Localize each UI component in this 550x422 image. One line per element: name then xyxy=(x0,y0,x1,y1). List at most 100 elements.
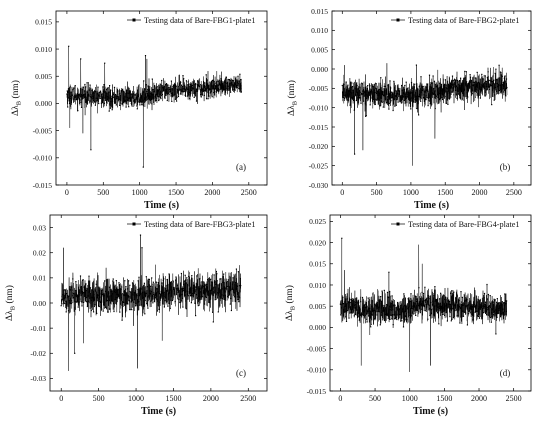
data-point xyxy=(68,102,71,105)
data-point xyxy=(118,284,120,286)
data-point xyxy=(123,100,125,102)
data-point xyxy=(400,312,402,314)
data-point xyxy=(107,311,109,313)
data-point xyxy=(461,85,463,87)
data-point xyxy=(189,85,191,87)
data-point xyxy=(430,314,432,316)
data-point xyxy=(462,82,464,84)
data-point xyxy=(174,300,176,303)
data-point xyxy=(123,294,125,296)
data-point xyxy=(376,99,378,101)
data-point xyxy=(65,300,67,302)
data-point xyxy=(350,92,353,94)
data-point xyxy=(485,301,487,303)
data-point xyxy=(493,298,495,300)
x-tick-label: 1500 xyxy=(437,188,453,197)
data-point xyxy=(418,96,420,98)
data-point xyxy=(157,89,159,91)
data-point xyxy=(493,79,495,81)
data-point xyxy=(237,271,239,273)
data-point xyxy=(380,303,382,305)
data-point xyxy=(494,94,496,96)
data-point xyxy=(478,81,480,84)
data-point xyxy=(61,299,63,301)
data-point xyxy=(376,302,379,304)
data-point xyxy=(238,300,240,303)
data-point xyxy=(115,93,117,96)
data-point xyxy=(225,85,227,87)
data-point xyxy=(156,292,158,294)
data-point xyxy=(349,91,351,93)
data-point xyxy=(173,288,175,290)
data-point xyxy=(205,296,207,298)
data-point xyxy=(473,85,475,87)
data-point xyxy=(173,293,175,295)
data-point xyxy=(370,326,372,328)
data-point xyxy=(422,305,424,307)
data-point xyxy=(462,304,464,306)
data-point xyxy=(452,294,454,296)
data-point xyxy=(419,95,421,98)
data-point xyxy=(392,98,395,100)
data-point xyxy=(210,89,212,91)
data-point xyxy=(82,291,84,293)
data-point xyxy=(143,80,145,82)
data-point xyxy=(482,78,484,80)
data-point xyxy=(466,299,468,301)
data-point xyxy=(164,84,166,86)
data-point xyxy=(105,95,107,97)
data-point xyxy=(493,87,496,89)
data-point xyxy=(187,88,189,90)
data-point xyxy=(376,314,378,316)
data-point xyxy=(233,85,235,87)
data-point xyxy=(420,305,422,307)
data-point xyxy=(360,314,362,316)
data-point xyxy=(128,106,130,108)
data-point xyxy=(421,89,423,91)
data-point xyxy=(406,303,409,305)
data-point xyxy=(425,299,427,301)
data-point xyxy=(464,299,466,301)
data-point xyxy=(178,298,180,300)
data-point xyxy=(232,287,234,289)
data-point xyxy=(354,88,356,90)
data-point xyxy=(183,280,186,282)
data-point xyxy=(360,301,362,303)
data-point xyxy=(210,281,212,283)
data-point xyxy=(234,300,236,303)
data-point xyxy=(198,292,200,294)
data-point xyxy=(102,289,104,291)
data-point xyxy=(165,297,167,299)
data-point xyxy=(194,92,196,94)
data-point xyxy=(366,321,368,323)
y-tick-label: -0.01 xyxy=(30,324,46,333)
data-point xyxy=(379,300,381,302)
data-point xyxy=(500,89,502,91)
data-point xyxy=(379,105,381,107)
data-point xyxy=(130,93,132,95)
data-point xyxy=(212,288,214,290)
data-point xyxy=(359,90,361,92)
data-point xyxy=(420,76,422,78)
data-point xyxy=(216,280,218,282)
data-point xyxy=(383,91,385,93)
data-point xyxy=(498,302,500,304)
data-point xyxy=(411,312,414,314)
data-point xyxy=(217,311,219,313)
data-point xyxy=(485,83,487,85)
data-point xyxy=(385,307,387,309)
data-point xyxy=(501,301,503,303)
data-point xyxy=(346,298,348,300)
data-point xyxy=(213,274,215,276)
data-point xyxy=(351,97,353,99)
data-point xyxy=(408,297,410,299)
data-point xyxy=(150,93,153,95)
data-point xyxy=(196,88,198,90)
data-point xyxy=(435,299,437,301)
data-point xyxy=(165,83,167,85)
data-point xyxy=(114,289,116,291)
data-point xyxy=(434,305,436,307)
data-point xyxy=(108,286,110,288)
data-point xyxy=(216,90,218,92)
